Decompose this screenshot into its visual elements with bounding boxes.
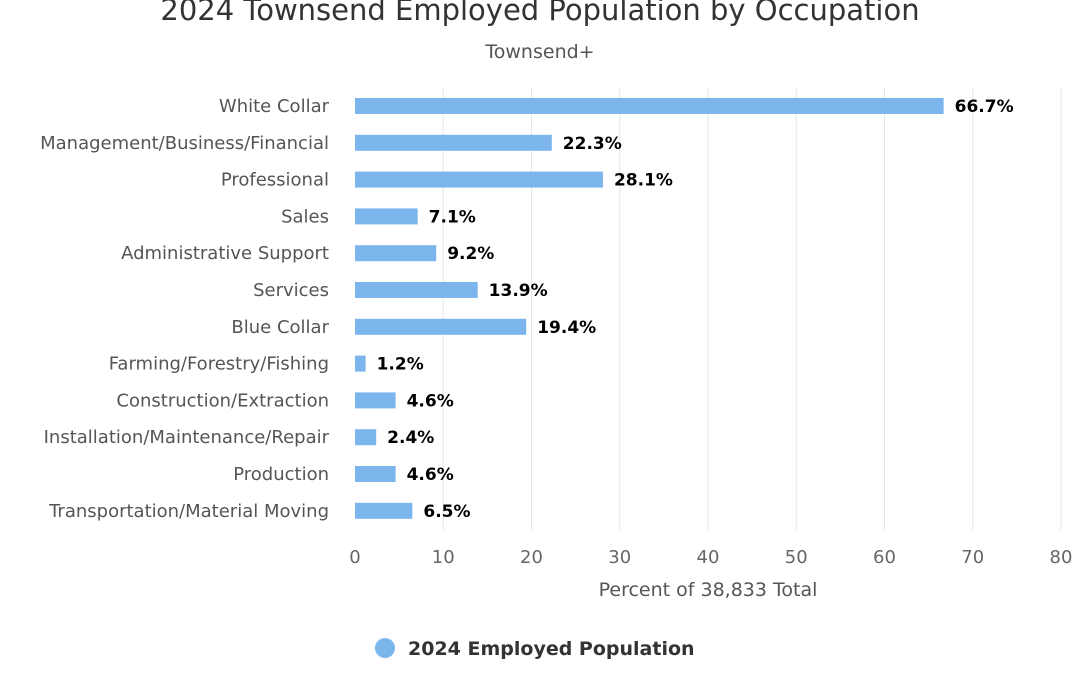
data-label: 4.6% <box>407 465 454 485</box>
bar[interactable] <box>355 134 552 151</box>
data-label: 7.1% <box>429 207 476 227</box>
category-label: Farming/Forestry/Fishing <box>109 354 329 375</box>
bars: 66.7% 22.3% 28.1% 7.1% 9.2% 13.9% 19.4% 1.2% 4.6… <box>355 97 1014 522</box>
category-label: White Collar <box>219 96 330 117</box>
x-tick-label: 40 <box>697 547 720 568</box>
data-label: 4.6% <box>407 391 454 411</box>
data-label: 66.7% <box>955 97 1014 117</box>
legend-label[interactable]: 2024 Employed Population <box>408 638 695 660</box>
data-label: 2.4% <box>387 428 434 448</box>
bar[interactable] <box>355 208 418 225</box>
category-label: Construction/Extraction <box>116 390 329 411</box>
data-label: 9.2% <box>447 244 494 264</box>
category-label: Professional <box>221 170 329 191</box>
x-axis-ticks: 0 10 20 30 40 50 60 70 80 <box>349 547 1072 568</box>
bar[interactable] <box>355 392 396 409</box>
category-label: Administrative Support <box>121 243 329 264</box>
legend[interactable]: 2024 Employed Population <box>375 638 695 660</box>
category-label: Transportation/Material Moving <box>48 501 329 522</box>
bar[interactable] <box>355 429 377 446</box>
legend-marker <box>375 638 395 658</box>
chart-title: 2024 Townsend Employed Population by Occ… <box>160 0 919 27</box>
category-label: Installation/Maintenance/Repair <box>44 427 330 448</box>
bar[interactable] <box>355 282 478 298</box>
x-tick-label: 0 <box>349 547 360 568</box>
x-tick-label: 70 <box>961 547 984 568</box>
category-label: Sales <box>281 206 329 227</box>
data-label: 1.2% <box>377 355 424 375</box>
x-tick-label: 50 <box>785 547 808 568</box>
category-label: Management/Business/Financial <box>40 133 329 154</box>
chart-subtitle: Townsend+ <box>484 41 594 63</box>
bar[interactable] <box>355 171 603 188</box>
data-label: 19.4% <box>537 318 596 338</box>
category-label: Blue Collar <box>231 317 329 338</box>
grid-lines <box>442 88 1062 530</box>
bar[interactable] <box>355 466 396 482</box>
category-label: Production <box>233 464 329 485</box>
bar[interactable] <box>355 318 527 335</box>
x-tick-label: 10 <box>432 547 455 568</box>
x-tick-label: 30 <box>608 547 631 568</box>
x-tick-label: 60 <box>873 547 896 568</box>
x-tick-label: 20 <box>520 547 543 568</box>
bar[interactable] <box>355 502 413 519</box>
x-tick-label: 80 <box>1050 547 1073 568</box>
category-label: Services <box>253 280 329 301</box>
data-label: 6.5% <box>423 502 470 522</box>
category-labels: White Collar Management/Business/Financia… <box>40 96 330 522</box>
data-label: 22.3% <box>563 134 622 154</box>
x-axis-title: Percent of 38,833 Total <box>599 579 818 601</box>
bar[interactable] <box>355 98 944 114</box>
data-label: 13.9% <box>489 281 548 301</box>
data-label: 28.1% <box>614 171 673 191</box>
bar[interactable] <box>355 245 437 262</box>
bar[interactable] <box>355 355 366 372</box>
